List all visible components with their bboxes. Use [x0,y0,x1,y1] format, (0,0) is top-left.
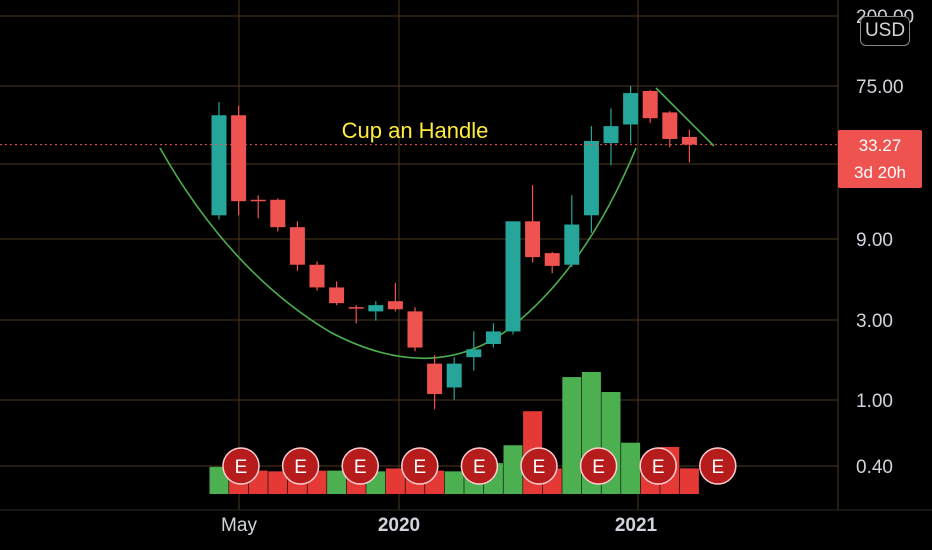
candle-body [642,90,658,119]
candle-body [583,140,599,216]
candle [211,102,227,220]
last-price-value: 33.27 [858,136,902,155]
candle-body [211,115,227,216]
candle [485,323,501,348]
candle-body [623,93,639,125]
candle [407,307,423,352]
candle-body [505,221,521,332]
earnings-marker-icon [579,447,618,485]
candle-body [270,199,286,228]
candle [348,305,364,324]
x-tick-label: May [221,515,257,536]
candle [505,221,521,335]
candle [446,357,462,400]
earnings-marker-label: E [652,457,665,478]
candle [289,221,305,271]
candle-body [466,349,482,358]
earnings-marker-icon [341,447,379,485]
earnings-marker-icon [460,447,499,485]
candle [564,195,580,268]
candle [270,198,286,232]
volume-bar [562,377,582,494]
volume-bar [327,470,347,494]
bar-countdown: 3d 20h [854,163,906,182]
candle-body [525,221,541,258]
candle-body [250,199,266,202]
candlestick-series [211,86,697,410]
chart-grid [0,0,932,511]
candle [427,355,443,410]
candle [309,261,325,291]
earnings-marker-icon [520,447,558,485]
candle-body [368,305,384,312]
volume-bar [679,468,699,494]
candle-body [485,331,501,345]
candle-body [603,126,619,144]
earnings-marker-icon [401,447,439,485]
volume-bar [621,442,641,494]
earnings-marker-label: E [413,457,426,478]
candle-body [544,253,560,266]
cup-handle-annotation: Cup an Handle [342,118,489,143]
candle-body [289,227,305,265]
earnings-marker-label: E [711,457,724,478]
candle [681,129,697,163]
candle-body [329,287,345,304]
candle-body [387,301,403,310]
candle [642,89,658,123]
currency-button[interactable]: USD [860,16,910,46]
y-tick-label: 3.00 [856,311,893,332]
earnings-marker-label: E [294,457,307,478]
candle [387,282,403,312]
candle-body [407,311,423,348]
candle-body [348,307,364,309]
handle-trend-line [655,87,715,147]
candle [662,111,678,148]
y-tick-label: 1.00 [856,391,893,412]
x-axis: May 2020 2021 [221,515,658,536]
earnings-marker-icon [639,447,677,485]
volume-bar [444,471,464,494]
candle [544,252,560,274]
earnings-marker-icon [281,447,320,485]
volume-bar [503,445,523,494]
candle [368,301,384,321]
candle-body [662,112,678,139]
candle-body [681,136,697,145]
candle [466,331,482,371]
x-tick-label: 2021 [615,515,658,536]
candle [329,281,345,306]
cup-handle-drawing [159,87,715,360]
earnings-marker-label: E [235,457,248,478]
last-price-tag: 33.27 3d 20h [838,130,922,188]
y-tick-label: 9.00 [856,230,893,251]
y-tick-label: 75.00 [856,77,904,98]
candle [623,86,639,144]
candle [250,195,266,219]
candle-body [231,115,247,202]
earnings-marker-icon [699,447,737,485]
candle-body [564,224,580,265]
candle [231,105,247,216]
earnings-marker-label: E [473,457,486,478]
earnings-marker-icon [222,447,260,485]
earnings-marker-label: E [592,457,605,478]
y-axis: 200.0075.009.003.001.000.40 [856,7,914,478]
cup-curve-line [159,147,637,360]
earnings-marker-label: E [354,457,367,478]
candle [603,108,619,166]
candle-body [309,264,325,288]
candle [583,126,599,233]
y-tick-label: 0.40 [856,457,893,478]
candle [525,185,541,263]
volume-bar [385,468,405,494]
volume-bar [209,466,229,494]
candle-body [427,363,443,395]
candle-body [446,363,462,388]
volume-bar [268,471,288,494]
earnings-marker-label: E [533,457,546,478]
x-tick-label: 2020 [378,515,420,536]
